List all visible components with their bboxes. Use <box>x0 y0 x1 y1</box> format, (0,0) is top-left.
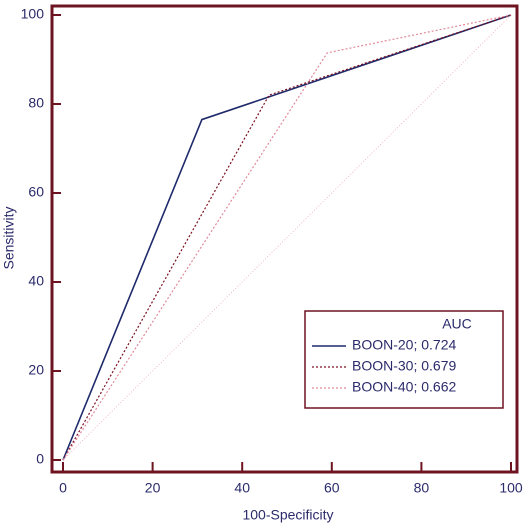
legend-entry: BOON-20; 0.724 <box>352 337 456 353</box>
y-axis-label: Sensitivity <box>1 206 17 269</box>
plot-frame <box>50 4 519 474</box>
roc-line <box>62 14 512 461</box>
x-tick-label: 80 <box>414 480 430 496</box>
x-axis-label: 100-Specificity <box>242 507 333 523</box>
legend-title: AUC <box>442 316 472 332</box>
y-tick-label: 60 <box>28 184 44 200</box>
roc-line <box>62 14 512 461</box>
y-tick-label: 100 <box>21 6 45 22</box>
legend-entry: BOON-40; 0.662 <box>352 379 456 395</box>
roc-line <box>62 14 512 461</box>
y-tick-label: 40 <box>28 273 44 289</box>
y-tick-label: 80 <box>28 95 44 111</box>
y-tick-label: 0 <box>36 451 44 467</box>
legend-entry: BOON-30; 0.679 <box>352 358 456 374</box>
x-tick-label: 40 <box>234 480 250 496</box>
x-tick-label: 0 <box>59 480 67 496</box>
x-tick-label: 100 <box>499 480 523 496</box>
legend-box <box>304 310 504 409</box>
y-tick-label: 20 <box>28 362 44 378</box>
reference-line <box>62 14 512 461</box>
x-tick-label: 60 <box>324 480 340 496</box>
x-tick-label: 20 <box>145 480 161 496</box>
